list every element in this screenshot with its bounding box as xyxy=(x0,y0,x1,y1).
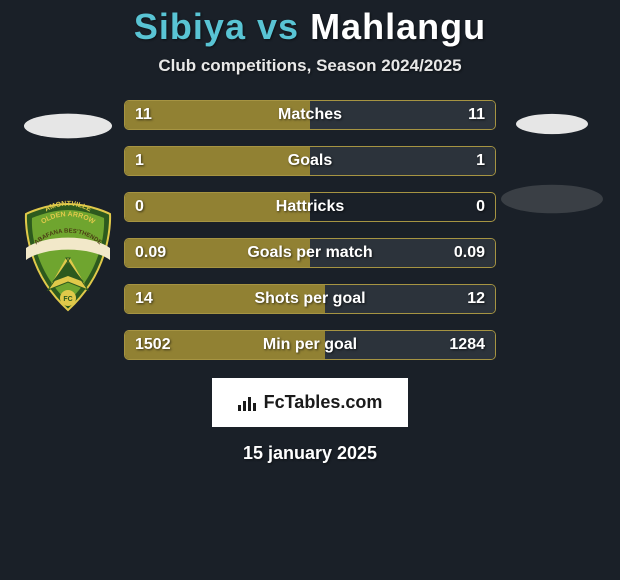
subtitle: Club competitions, Season 2024/2025 xyxy=(0,56,620,76)
stat-bar-label: Min per goal xyxy=(263,336,357,354)
shield-icon: AMONTVILLE OLDEN ARROW ABAFANA BES'THEND… xyxy=(18,200,118,314)
stats-bars: Matches1111Goals11Hattricks00Goals per m… xyxy=(118,100,502,360)
right-side-column xyxy=(502,100,602,250)
stat-bar-value-left: 0 xyxy=(135,198,144,216)
club-badge: AMONTVILLE OLDEN ARROW ABAFANA BES'THEND… xyxy=(18,200,118,314)
page-title: Sibiya vs Mahlangu xyxy=(0,6,620,48)
player2-placeholder-oval-1 xyxy=(516,114,588,134)
stat-bar-right-fill xyxy=(310,147,495,175)
stat-bar-value-left: 11 xyxy=(135,106,152,124)
title-vs: vs xyxy=(257,6,299,47)
bar-chart-icon xyxy=(238,395,256,411)
stat-bar-value-left: 1502 xyxy=(135,336,171,354)
stat-bar-label: Goals per match xyxy=(247,244,372,262)
stat-bar-value-right: 0.09 xyxy=(454,244,485,262)
stat-bar: Min per goal 1502 1284 xyxy=(124,330,496,360)
stat-bar: Goals per match 0.09 0.09 xyxy=(124,238,496,268)
stat-bar: Shots per goal 14 12 xyxy=(124,284,496,314)
title-player2: Mahlangu xyxy=(310,6,486,47)
brand-box: FcTables.com xyxy=(212,378,409,427)
date-label: 15 january 2025 xyxy=(243,443,377,464)
player1-placeholder-oval xyxy=(24,114,112,139)
stat-bar: Hattricks 0 0 xyxy=(124,192,496,222)
infographic-root: Sibiya vs Mahlangu Club competitions, Se… xyxy=(0,0,620,464)
badge-fc-text: FC xyxy=(63,296,72,303)
stat-bar-value-right: 11 xyxy=(468,106,485,124)
stat-bar-value-right: 1 xyxy=(476,152,485,170)
stat-bar-value-left: 1 xyxy=(135,152,144,170)
stat-bar-value-right: 0 xyxy=(476,198,485,216)
left-side-column: AMONTVILLE OLDEN ARROW ABAFANA BES'THEND… xyxy=(18,100,118,314)
stat-bar-label: Shots per goal xyxy=(254,290,365,308)
stat-bar: Goals 1 1 xyxy=(124,146,496,176)
stat-bar-label: Goals xyxy=(288,152,332,170)
stat-bar-value-right: 12 xyxy=(467,290,485,308)
stat-bar-label: Matches xyxy=(278,106,342,124)
title-player1: Sibiya xyxy=(134,6,246,47)
footer: FcTables.com 15 january 2025 xyxy=(0,378,620,464)
main-row: AMONTVILLE OLDEN ARROW ABAFANA BES'THEND… xyxy=(0,100,620,360)
player2-placeholder-oval-2 xyxy=(501,185,603,214)
stat-bar: Matches 11 11 xyxy=(124,100,496,130)
stat-bar-label: Hattricks xyxy=(276,198,344,216)
stat-bar-left-fill xyxy=(125,147,310,175)
stat-bar-value-left: 14 xyxy=(135,290,153,308)
stat-bar-value-right: 1284 xyxy=(449,336,485,354)
brand-label: FcTables.com xyxy=(264,392,383,413)
stat-bar-value-left: 0.09 xyxy=(135,244,166,262)
